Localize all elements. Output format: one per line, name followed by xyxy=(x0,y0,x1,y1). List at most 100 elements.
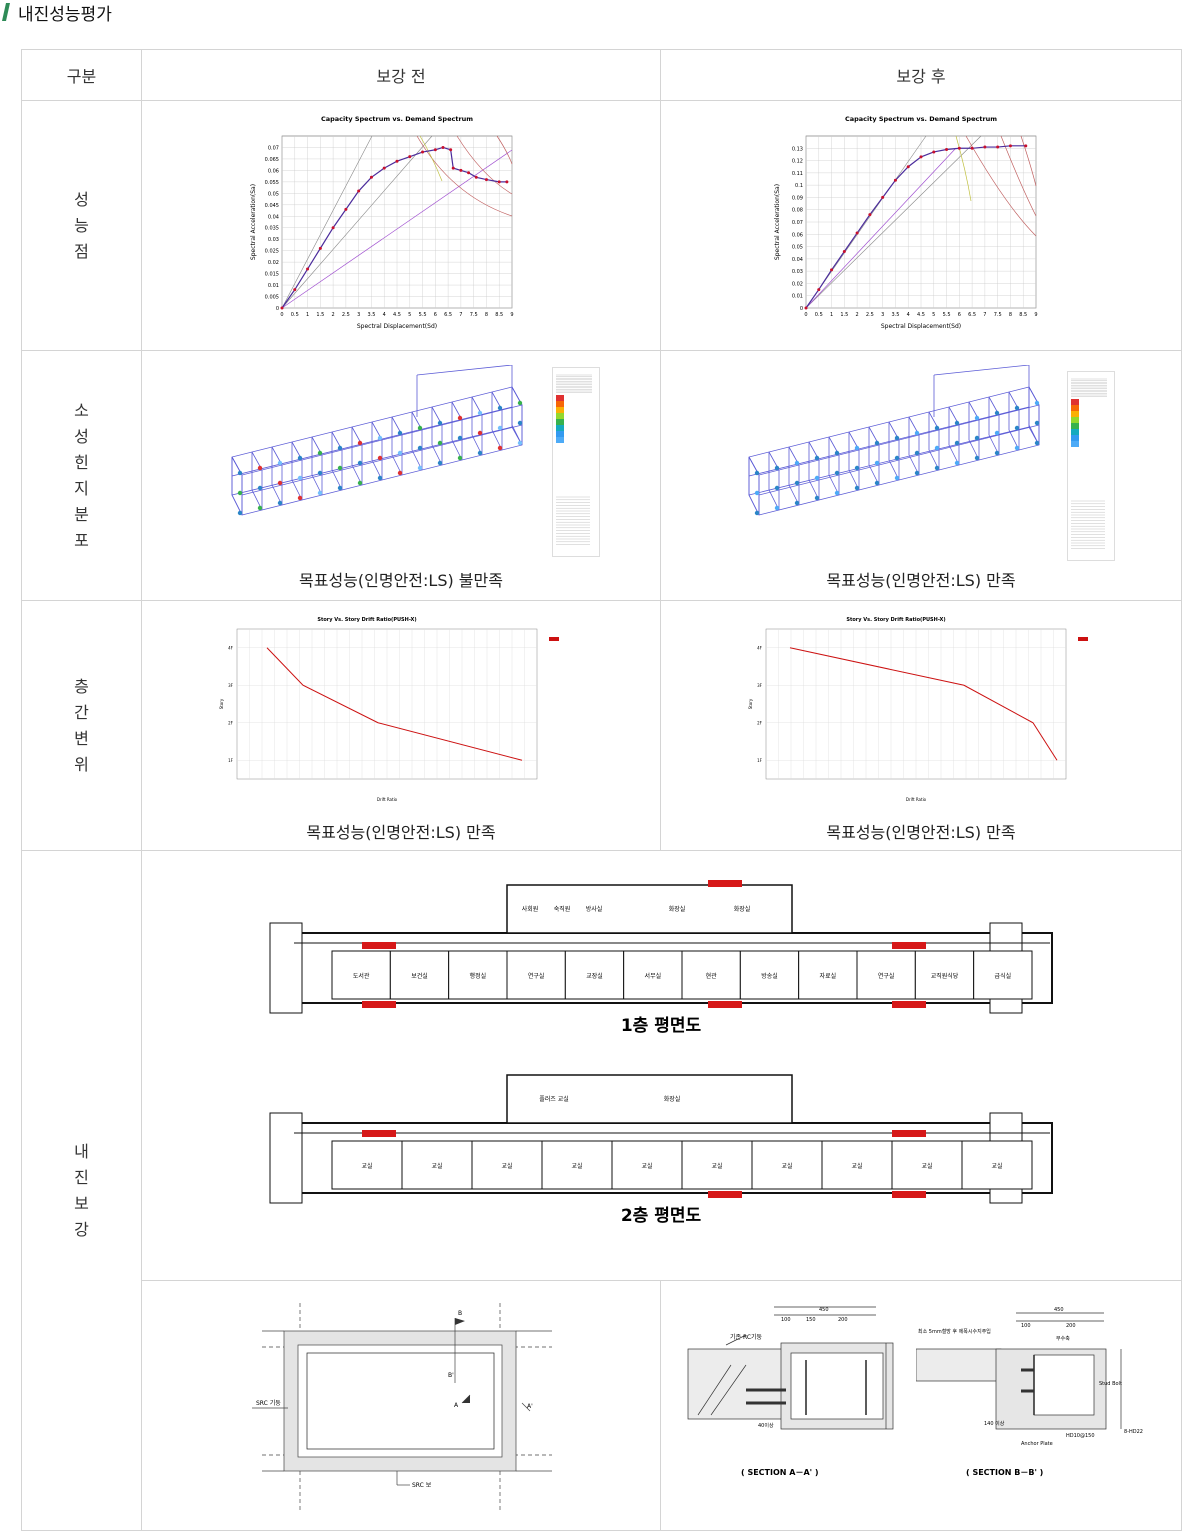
hinge-legend-after xyxy=(1067,371,1115,561)
x-tick-label: 0 xyxy=(804,312,807,318)
hinge-dot xyxy=(237,510,243,516)
room xyxy=(681,1140,753,1190)
capacity-curve xyxy=(281,146,507,309)
room xyxy=(331,950,391,1000)
retrofit-marker xyxy=(362,1130,396,1137)
y-tick-label: 0.11 xyxy=(792,171,803,177)
hinge-dot xyxy=(297,455,303,461)
room-label: 방송실 xyxy=(761,972,778,980)
data-point xyxy=(893,178,897,182)
section-b-drawing: 450 100 200 최소 5mm철방 후 에폭시수지주입 무수축 Stud … xyxy=(916,1307,1143,1477)
room-label: 숙직원 xyxy=(554,905,571,913)
hinge-dot xyxy=(834,490,840,496)
room-label: 연구실 xyxy=(528,972,545,980)
label-over-40: 40이상 xyxy=(758,1422,774,1429)
label-hd10: HD10@150 xyxy=(1066,1433,1095,1439)
section-flag-icon xyxy=(462,1395,470,1403)
table-header-row: 구분 보강 전 보강 후 xyxy=(21,49,1182,101)
room-label: 교실 xyxy=(781,1162,792,1170)
x-tick-label: 3.5 xyxy=(367,312,375,318)
hinge-dot xyxy=(1034,400,1040,406)
x-tick-label: 0.5 xyxy=(815,312,823,318)
room-label: 교실 xyxy=(991,1162,1002,1170)
hinge-dot xyxy=(357,460,363,466)
x-tick-label: 7.5 xyxy=(994,312,1002,318)
stair-block xyxy=(269,922,303,1014)
hinge-dot xyxy=(517,420,523,426)
hinge-dot xyxy=(814,475,820,481)
hinge-dot xyxy=(317,490,323,496)
hinge-dot xyxy=(994,410,1000,416)
room xyxy=(973,950,1033,1000)
x-tick-label: 7.5 xyxy=(470,312,478,318)
y-tick-label: 0.01 xyxy=(268,283,279,289)
data-point xyxy=(484,178,488,182)
y-tick-label: 0.01 xyxy=(792,294,803,300)
label-src-beam: SRC 보 xyxy=(412,1482,432,1489)
hinge-dot xyxy=(774,505,780,511)
x-tick-label: 8 xyxy=(1009,312,1012,318)
hinge-dot xyxy=(874,460,880,466)
data-point xyxy=(855,231,859,235)
legend-swatch xyxy=(1071,429,1079,435)
hinge-dot xyxy=(874,440,880,446)
x-tick-label: 2.5 xyxy=(342,312,350,318)
hinge-dot xyxy=(914,470,920,476)
x-tick-label: 5.5 xyxy=(943,312,951,318)
capacity-spectrum-chart-before: Capacity Spectrum vs. Demand Spectrum 0 0.… xyxy=(250,115,514,330)
hinge-before-caption: 목표성능(인명안전:LS) 불만족 xyxy=(299,571,503,590)
floor-plan-title: 1층 평면도 xyxy=(621,1016,702,1036)
hinge-dot xyxy=(257,465,263,471)
x-tick-label: 6 xyxy=(958,312,961,318)
x-tick-label: 5.5 xyxy=(419,312,427,318)
hinge-dot xyxy=(754,510,760,516)
hinge-dot xyxy=(894,435,900,441)
dim-100-b: 100 xyxy=(1021,1323,1031,1329)
x-axis-label: Drift Ratio xyxy=(906,797,927,802)
legend-swatch xyxy=(556,437,564,443)
hinge-dot xyxy=(754,470,760,476)
legend-swatch xyxy=(556,401,564,407)
retrofit-marker xyxy=(892,1191,926,1198)
dim-200-b: 200 xyxy=(1066,1323,1076,1329)
capacity-curve xyxy=(805,145,1026,309)
x-tick-label: 7 xyxy=(459,312,462,318)
data-point xyxy=(306,267,310,271)
hinge-dot xyxy=(794,480,800,486)
room-label: 교실 xyxy=(921,1162,932,1170)
hinge-dot xyxy=(497,405,503,411)
story-drift-chart-before: Story Vs. Story Drift Ratio(PUSH-X) 4F 3F 2… xyxy=(219,617,559,802)
y-tick-label: 1F xyxy=(757,758,763,763)
retrofit-marker xyxy=(708,1001,742,1008)
hinge-dot xyxy=(437,420,443,426)
x-tick-label: 0 xyxy=(280,312,283,318)
room-label: 서무실 xyxy=(645,972,662,980)
hinge-dot xyxy=(834,450,840,456)
label-steel-plate: 최소 5mm철방 후 에폭시수지주입 xyxy=(918,1328,991,1335)
annex-outline xyxy=(506,884,793,934)
room xyxy=(961,1140,1033,1190)
hinge-dot xyxy=(477,410,483,416)
x-tick-label: 9 xyxy=(1034,312,1037,318)
hinge-dot xyxy=(814,495,820,501)
x-tick-label: 1 xyxy=(306,312,309,318)
hinge-legend-before xyxy=(552,367,600,557)
hinge-dot xyxy=(297,495,303,501)
hinge-dot xyxy=(437,440,443,446)
label-src-column: SRC 기둥 xyxy=(256,1399,281,1407)
room xyxy=(448,950,508,1000)
retrofit-marker xyxy=(362,942,396,949)
x-tick-label: 8 xyxy=(485,312,488,318)
data-point xyxy=(842,249,846,253)
room xyxy=(401,1140,473,1190)
hinge-dot xyxy=(477,430,483,436)
data-point xyxy=(395,159,399,163)
label-anchor-plate: Anchor Plate xyxy=(1021,1441,1053,1447)
retrofit-marker xyxy=(892,1001,926,1008)
hinge-dot xyxy=(377,435,383,441)
legend-swatch xyxy=(1071,423,1079,429)
